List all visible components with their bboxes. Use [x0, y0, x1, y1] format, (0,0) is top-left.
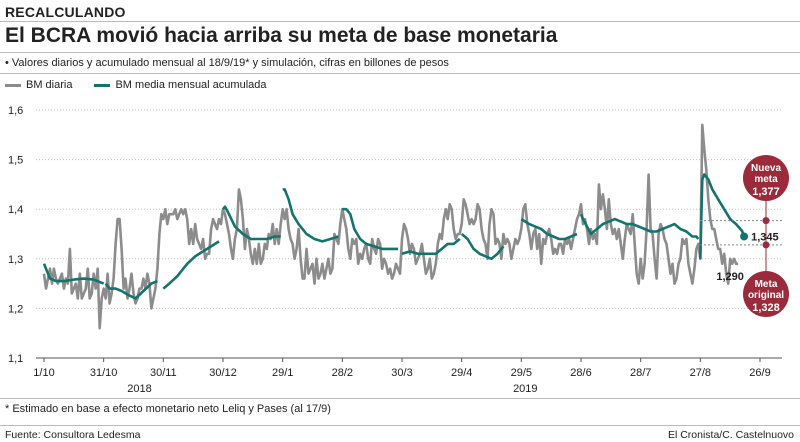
x-tick-label: 28/2	[332, 367, 353, 379]
x-tick-label: 28/7	[630, 367, 651, 379]
header-rule	[0, 21, 800, 22]
y-tick-label: 1,6	[8, 105, 23, 117]
x-axis-labels: 1/10 31/10 30/11 30/12 29/1 28/2 30/3 29/4 29/5 2…	[33, 358, 771, 395]
y-tick-label: 1,3	[8, 254, 23, 266]
x-tick-label: 29/5	[511, 367, 532, 379]
new-target-label-line2: meta	[754, 174, 778, 185]
y-tick-label: 1,2	[8, 303, 23, 315]
monthly-end-value: 1,345	[751, 231, 779, 243]
chart-area: 1,1 1,2 1,3 1,4 1,5 1,6 1/10 31/10 30/11 30/12 29…	[8, 105, 789, 395]
y-tick-label: 1,4	[8, 204, 23, 216]
x-tick-label: 28/6	[570, 367, 591, 379]
series-monthly-segment	[162, 240, 220, 290]
credit-text: El Cronista/C. Castelnuovo	[667, 429, 794, 441]
series-monthly-segment	[282, 188, 339, 243]
original-target-badge	[743, 271, 789, 317]
monthly-end-dot	[740, 232, 749, 241]
daily-end-value: 1,290	[716, 271, 744, 283]
series-monthly-segment	[579, 213, 700, 240]
series-monthly-segment	[699, 173, 746, 259]
y-tick-label: 1,1	[8, 353, 23, 365]
legend-item-monthly: BM media mensual acumulada	[94, 79, 267, 91]
year-label: 2019	[513, 383, 537, 395]
original-target-label-line1: Meta	[755, 279, 778, 290]
series-monthly-segment	[221, 205, 281, 241]
title-rule	[0, 52, 800, 53]
series-monthly-segment	[104, 279, 158, 300]
subtitle-rule	[0, 73, 800, 74]
y-axis-labels: 1,1 1,2 1,3 1,4 1,5 1,6	[8, 105, 23, 365]
x-tick-label: 30/12	[209, 367, 237, 379]
chart-title: El BCRA movió hacia arriba su meta de ba…	[5, 24, 558, 47]
original-target-value: 1,328	[752, 302, 780, 314]
legend-label-monthly: BM media mensual acumulada	[115, 79, 267, 91]
series-lines	[42, 123, 746, 330]
legend: BM diaria BM media mensual acumulada	[5, 79, 289, 91]
chart-subtitle: • Valores diarios y acumulado mensual al…	[5, 57, 449, 69]
new-target-dot	[762, 217, 770, 225]
original-target-label-line2: original	[748, 290, 784, 301]
x-tick-label: 29/1	[272, 367, 293, 379]
legend-swatch-daily	[5, 83, 21, 87]
new-target-label-line1: Nueva	[751, 163, 781, 174]
series-monthly-segment	[342, 207, 398, 251]
x-tick-label: 30/11	[150, 367, 177, 379]
footnote: * Estimado en base a efecto monetario ne…	[5, 403, 331, 415]
series-monthly-segment	[520, 217, 578, 241]
x-tick-label: 26/9	[749, 367, 770, 379]
series-monthly-segment	[460, 233, 505, 261]
x-tick-label: 27/8	[690, 367, 711, 379]
legend-swatch-monthly	[94, 83, 111, 87]
x-tick-label: 1/10	[33, 367, 54, 379]
new-target-value: 1,377	[752, 186, 780, 198]
new-target-badge	[743, 155, 789, 201]
gridlines	[36, 109, 782, 359]
series-monthly-segment	[42, 263, 105, 285]
legend-item-daily: BM diaria	[5, 79, 72, 91]
year-label: 2018	[127, 383, 151, 395]
source-text: Fuente: Consultora Ledesma	[5, 429, 141, 441]
x-tick-label: 31/10	[90, 367, 118, 379]
x-tick-label: 29/4	[451, 367, 472, 379]
legend-label-daily: BM diaria	[26, 79, 73, 91]
series-monthly-segment	[401, 237, 461, 256]
series-daily-line	[42, 123, 739, 330]
kicker-label: RECALCULANDO	[5, 4, 126, 20]
footer-rule	[0, 398, 800, 399]
source-rule	[0, 425, 800, 426]
original-target-dot	[762, 241, 770, 249]
x-tick-label: 30/3	[391, 367, 412, 379]
y-tick-label: 1,5	[8, 155, 23, 167]
